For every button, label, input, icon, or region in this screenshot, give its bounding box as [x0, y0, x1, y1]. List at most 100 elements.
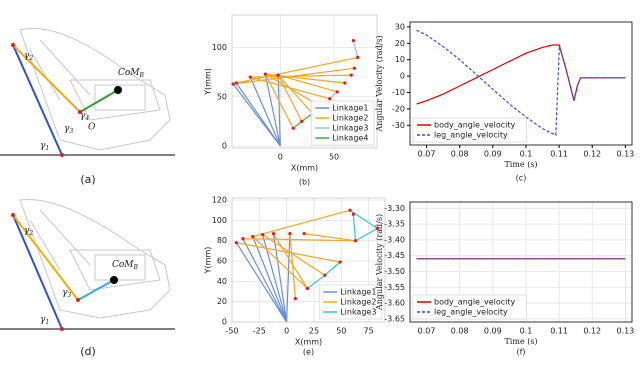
- x-tick-label: 50: [329, 153, 339, 162]
- panel-label: (f): [516, 348, 525, 357]
- diagram-a: γ2 γ1 γ3 γ4 CoMB O (a): [0, 28, 175, 186]
- y-tick-label: 10: [395, 55, 405, 64]
- legend-label: Linkage1: [340, 288, 376, 297]
- y-axis-label: Angular Velocity (rad/s): [375, 35, 384, 132]
- joint: [11, 213, 15, 217]
- joint-point: [293, 297, 297, 301]
- joint-point: [234, 241, 238, 245]
- y-tick-label: -3.50: [384, 267, 405, 276]
- annotation: CoMB: [118, 68, 145, 79]
- x-tick-label: 25: [309, 327, 319, 336]
- y-tick-label: 100: [212, 43, 227, 52]
- joint-point: [353, 239, 358, 243]
- x-tick-label: 0.09: [484, 327, 502, 336]
- legend-label: Linkage2: [340, 298, 376, 307]
- joint-point: [234, 81, 238, 85]
- x-tick-label: 0: [278, 153, 283, 162]
- annotation: γ1: [40, 141, 49, 152]
- y-tick-label: 60: [217, 257, 227, 266]
- y-tick-label: 0: [222, 318, 227, 327]
- x-axis-label: X(mm): [295, 338, 322, 347]
- y-axis-label: Y(mm): [204, 247, 213, 275]
- panel-label: (d): [80, 345, 96, 358]
- y-tick-label: 20: [217, 297, 227, 306]
- legend-label: Linkage3: [340, 308, 376, 317]
- y-tick-label: -3.65: [384, 314, 405, 323]
- joint-point: [271, 231, 276, 236]
- legend-label: leg_angle_velocity: [434, 131, 508, 140]
- plot-frame: [409, 21, 633, 146]
- x-tick-label: 0.1: [520, 327, 533, 336]
- joint-point: [276, 73, 280, 77]
- joint-point: [323, 273, 327, 277]
- x-tick-label: 0.1: [520, 150, 533, 159]
- x-tick-label: 75: [364, 327, 374, 336]
- joint-point: [351, 212, 355, 216]
- series-line: [292, 113, 313, 129]
- x-axis-label: X(mm): [291, 164, 318, 173]
- x-tick-label: 0.12: [583, 150, 601, 159]
- y-tick-label: -3.30: [384, 204, 405, 213]
- plot-frame: [231, 197, 386, 323]
- y-tick-label: 80: [217, 236, 227, 245]
- x-tick-label: 0.13: [616, 327, 634, 336]
- series-line: [236, 209, 356, 299]
- y-axis-label: Angular Velocity (rad/s): [375, 214, 384, 311]
- joint: [60, 153, 64, 157]
- annotation: γ3: [64, 124, 73, 135]
- x-tick-label: 0.12: [583, 327, 601, 336]
- joint: [60, 327, 64, 331]
- series-line: [416, 44, 626, 105]
- x-tick-label: 0.11: [550, 327, 568, 336]
- annotation: γ1: [40, 315, 49, 326]
- panel-label: (e): [303, 348, 314, 357]
- chart: 0.07 0.08 0.09 0.1 0.11 0.12 0.13 -30 -20 -10 0 10 2…: [375, 21, 634, 183]
- joint-point: [335, 90, 339, 94]
- x-axis-label: Time (s): [504, 160, 537, 169]
- x-tick-label: 50: [336, 327, 346, 336]
- legend-label: leg_angle_velocity: [434, 308, 508, 317]
- chart: 0.07 0.08 0.09 0.1 0.11 0.12 0.13 -3.30 -3.35 -3.…: [375, 201, 634, 357]
- y-tick-label: 50: [217, 92, 227, 101]
- joint-point: [251, 235, 255, 239]
- joint-point: [356, 55, 360, 59]
- y-tick-label: -3.55: [384, 283, 405, 292]
- panel-label: (b): [299, 178, 310, 187]
- y-tick-label: 30: [395, 22, 405, 31]
- y-tick-label: -10: [392, 88, 405, 97]
- joint-point: [352, 66, 357, 70]
- joint-point: [328, 97, 332, 101]
- x-tick-label: 0.09: [484, 150, 502, 159]
- y-tick-label: 0: [400, 72, 405, 81]
- y-tick-label: 0: [222, 142, 227, 151]
- legend-label: Linkage4: [332, 134, 368, 143]
- chart: -50 -25 0 25 50 75020406080100120Linkage1Link…: [204, 196, 386, 357]
- y-tick-label: -3.60: [384, 299, 405, 308]
- x-tick-label: -50: [225, 327, 238, 336]
- legend-box: [412, 294, 527, 320]
- joint-point: [351, 39, 355, 43]
- joint-point: [338, 260, 342, 264]
- series-line: [232, 73, 281, 147]
- x-tick-label: 0: [284, 327, 289, 336]
- joint: [78, 110, 82, 114]
- joint-point: [263, 72, 267, 76]
- series-line: [416, 29, 626, 137]
- x-tick-label: 0.13: [616, 150, 634, 159]
- annotation: O: [88, 123, 96, 133]
- joint: [11, 43, 15, 47]
- joint-point: [300, 119, 304, 123]
- joint-point: [375, 226, 379, 231]
- y-tick-label: 20: [395, 39, 405, 48]
- annotation: γ4: [80, 111, 89, 122]
- legend-box: [412, 117, 527, 143]
- annotation: γ3: [62, 288, 71, 299]
- joint: [76, 298, 80, 302]
- legend-label: Linkage2: [332, 114, 368, 123]
- joint-point: [348, 208, 352, 212]
- x-tick-label: 0.11: [550, 150, 568, 159]
- joint-point: [349, 73, 353, 77]
- joint-point: [261, 232, 265, 237]
- link: [79, 89, 119, 113]
